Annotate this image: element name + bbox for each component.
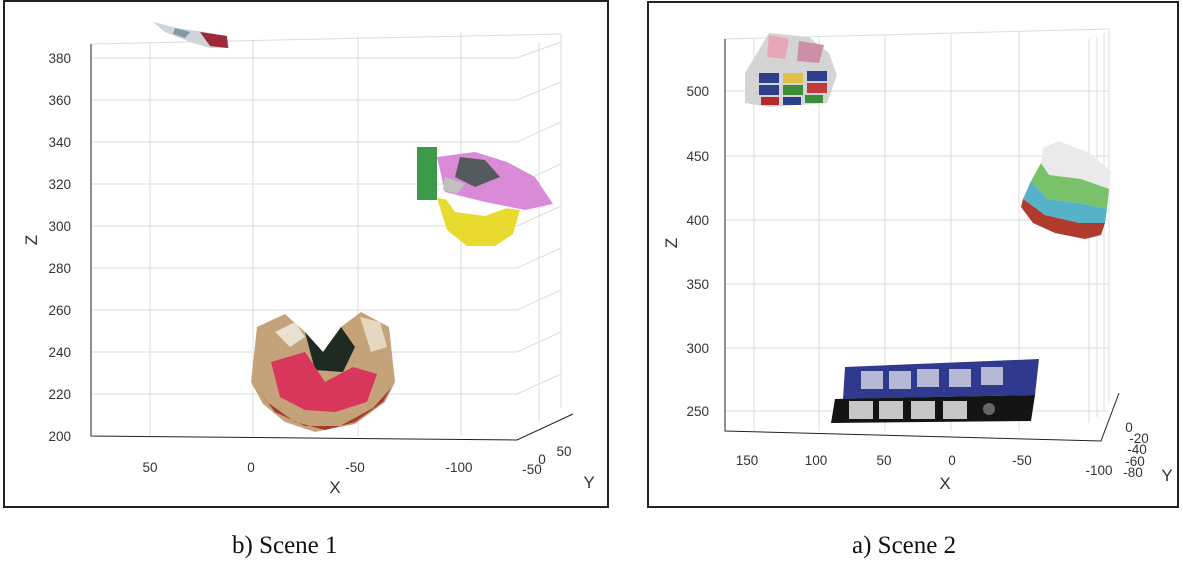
y-axis-ticks: -80 -60 -40 -20 0 xyxy=(1123,420,1149,480)
x-axis-ticks: 150 100 50 0 -50 -100 xyxy=(736,453,1113,478)
x-axis-label: X xyxy=(329,478,340,497)
y-axis-ticks: -50 0 50 xyxy=(522,444,571,477)
scene-1-plot: 380 360 340 320 300 280 260 240 220 200 … xyxy=(22,22,595,497)
z-tick: 350 xyxy=(686,277,709,292)
x-tick: 100 xyxy=(805,453,828,468)
y-tick: -40 xyxy=(1127,442,1147,457)
z-tick: 300 xyxy=(48,219,71,234)
x-tick: -100 xyxy=(445,460,472,475)
z-tick: 380 xyxy=(48,51,71,66)
x-axis-ticks: 50 0 -50 -100 xyxy=(142,460,472,475)
scene-2-plot: 500 450 400 350 300 250 Z 150 100 50 0 -… xyxy=(662,28,1173,493)
z-tick: 280 xyxy=(48,261,71,276)
z-axis-ticks: 500 450 400 350 300 250 xyxy=(686,84,709,419)
y-tick: -50 xyxy=(522,462,542,477)
x-tick: 0 xyxy=(948,453,956,468)
y-axis-label: Y xyxy=(1161,466,1172,485)
x-tick: 0 xyxy=(247,460,255,475)
z-tick: 500 xyxy=(686,84,709,99)
z-tick: 240 xyxy=(48,345,71,360)
axes-frame xyxy=(724,39,1120,442)
z-tick: 360 xyxy=(48,93,71,108)
colorful-bowl-point-cloud xyxy=(251,312,395,432)
z-tick: 300 xyxy=(686,341,709,356)
z-axis-ticks: 380 360 340 320 300 280 260 240 220 200 xyxy=(48,51,71,444)
y-tick: 0 xyxy=(538,452,546,467)
small-object-point-cloud xyxy=(153,22,229,48)
x-tick: -50 xyxy=(1012,453,1032,468)
axes-frame xyxy=(90,44,574,441)
scene-2-panel: 500 450 400 350 300 250 Z 150 100 50 0 -… xyxy=(647,1,1179,508)
z-tick: 220 xyxy=(48,387,71,402)
yellow-pink-cup-point-cloud xyxy=(417,147,553,246)
book-with-text-point-cloud xyxy=(831,359,1039,423)
y-tick: -80 xyxy=(1123,465,1143,480)
z-tick: 320 xyxy=(48,177,71,192)
scene-1-panel: 380 360 340 320 300 280 260 240 220 200 … xyxy=(3,0,609,508)
z-axis-label: Z xyxy=(662,238,681,248)
z-tick: 450 xyxy=(686,149,709,164)
x-tick: -100 xyxy=(1085,463,1112,478)
z-tick: 200 xyxy=(48,429,71,444)
z-tick: 250 xyxy=(686,404,709,419)
x-tick: 50 xyxy=(876,453,891,468)
y-tick: -20 xyxy=(1129,431,1149,446)
z-axis-label: Z xyxy=(22,235,41,245)
color-checker-point-cloud xyxy=(745,33,837,107)
z-tick: 260 xyxy=(48,303,71,318)
x-axis-label: X xyxy=(939,474,950,493)
y-tick: 0 xyxy=(1125,420,1133,435)
x-tick: -50 xyxy=(345,460,365,475)
y-tick: 50 xyxy=(556,444,571,459)
y-axis-label: Y xyxy=(583,473,594,492)
y-tick: -60 xyxy=(1125,454,1145,469)
z-tick: 340 xyxy=(48,135,71,150)
x-tick: 150 xyxy=(736,453,759,468)
caption-scene-2: a) Scene 2 xyxy=(852,532,957,559)
striped-curved-surface-point-cloud xyxy=(1021,141,1111,239)
z-tick: 400 xyxy=(686,213,709,228)
x-tick: 50 xyxy=(142,460,157,475)
caption-scene-1: b) Scene 1 xyxy=(232,532,338,559)
